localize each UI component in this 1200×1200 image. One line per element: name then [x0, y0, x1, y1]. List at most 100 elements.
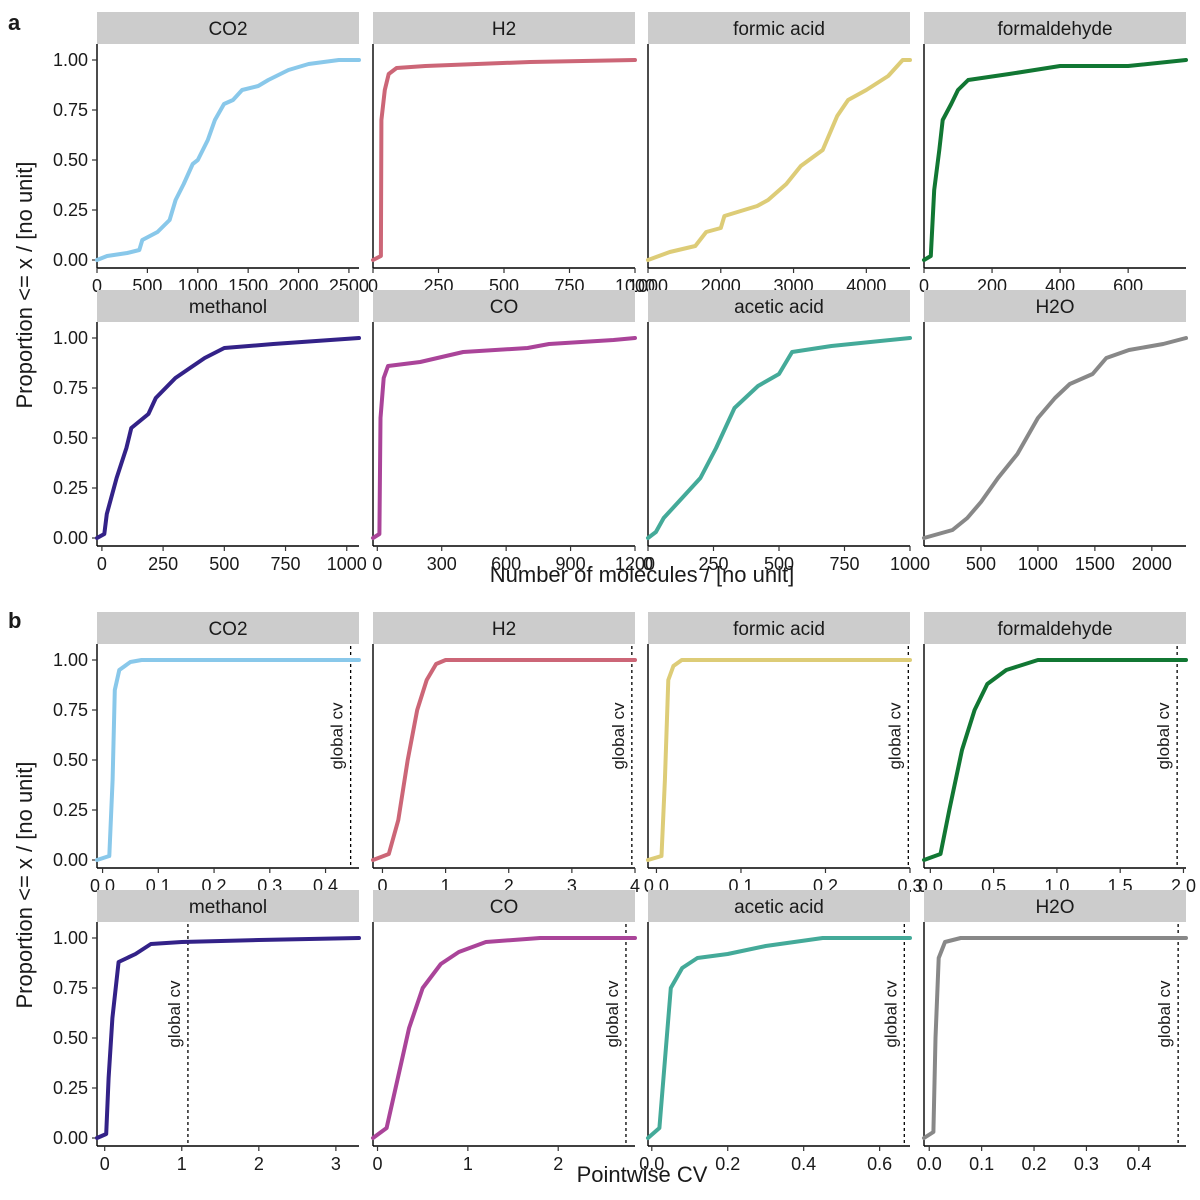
panel-a-co2-ecdf-line: [95, 58, 361, 262]
panel-a-co-x-tick-label: 900: [556, 554, 586, 574]
panel-a-co-strip: [373, 290, 635, 322]
panel-b-methanol-y-tick-label: 0.75: [53, 978, 88, 998]
panel-a-methanol-y-tick-label: 0.25: [53, 478, 88, 498]
panel-b-acetic-acid-x-tick-label: 0.6: [867, 1154, 892, 1174]
panel-b-acetic-acid-strip: [648, 890, 910, 922]
panel-a-h2o-x-tick-label: 1500: [1075, 554, 1115, 574]
panel-a-co-x-tick-label: 0: [372, 554, 382, 574]
panel-a-methanol-x-tick-label: 250: [148, 554, 178, 574]
panel-b-methanol-y-tick-label: 0.00: [53, 1128, 88, 1148]
panel-b-co2-y-tick-label: 1.00: [53, 650, 88, 670]
panel-b-letter: b: [8, 608, 21, 633]
panel-b-h2-x-tick-label: 3: [567, 876, 577, 896]
panel-a-methanol-x-tick-label: 500: [209, 554, 239, 574]
panel-b-formaldehyde-strip-label: formaldehyde: [997, 619, 1112, 640]
panel-a-acetic-acid-facet: acetic acid 0 250 500 750 1000: [643, 290, 930, 574]
panel-a-co-facet: CO 0 300 600 900 1200: [371, 290, 655, 574]
panel-b-formic-acid-global-cv-label: global cv: [885, 702, 904, 770]
panel-b-formic-acid-ecdf-line: [646, 658, 912, 862]
panel-a-methanol-facet: methanol 0.00 0.25 0.50 0.75 1.00 0 250 500 750 10…: [53, 290, 367, 574]
panel-b-co2-y-tick-label: 0.00: [53, 850, 88, 870]
x-axis-title-panel-a: Number of molecules / [no unit]: [490, 562, 794, 587]
panel-a-h2-strip-label: H2: [492, 19, 516, 40]
panel-b-h2-x-tick-label: 4: [630, 876, 640, 896]
panel-b-co-x-tick-label: 2: [553, 1154, 563, 1174]
panel-b-methanol-facet: methanol 0.00 0.25 0.50 0.75 1.00 0 1 2 3 global c…: [53, 890, 361, 1174]
panel-b-acetic-acid-x-tick-label: 0.4: [791, 1154, 816, 1174]
panel-b-co-facet: CO 0 1 2 global cv: [371, 890, 637, 1174]
panel-a-formic-acid-strip: [648, 12, 910, 44]
panel-a-methanol-y-tick-label: 1.00: [53, 328, 88, 348]
panel-b-formaldehyde-strip: [924, 612, 1186, 644]
panel-a-methanol-x-tick-label: 1000: [327, 554, 367, 574]
panel-b-acetic-acid-ecdf-line: [646, 936, 912, 1140]
panel-b-acetic-acid-strip-label: acetic acid: [734, 897, 824, 918]
panel-a-formaldehyde-x-tick-label: 0: [919, 276, 929, 296]
panel-a-acetic-acid-ecdf-line: [646, 336, 912, 540]
panel-a-acetic-acid-x-tick-label: 750: [829, 554, 859, 574]
panel-a-letter: a: [8, 10, 21, 35]
panel-b-formic-acid-strip-label: formic acid: [733, 619, 825, 640]
panel-b-h2-strip: [373, 612, 635, 644]
panel-b-methanol-x-tick-label: 3: [331, 1154, 341, 1174]
panel-a-acetic-acid-x-tick-label: 250: [698, 554, 728, 574]
panel-a-formaldehyde-ecdf-line: [922, 58, 1188, 262]
panel-b-h2-global-cv-label: global cv: [609, 702, 628, 770]
panel-b-acetic-acid-x-tick-label: 0.2: [715, 1154, 740, 1174]
x-axis-title-panel-b: Pointwise CV: [577, 1162, 708, 1187]
panel-a-acetic-acid-x-tick-label: 500: [764, 554, 794, 574]
panel-a-h2-facet: H20 250 500 750 1000: [368, 12, 655, 296]
panel-b-co-x-tick-label: 0: [373, 1154, 383, 1174]
panel-b-methanol-strip-label: methanol: [189, 897, 267, 918]
panel-a-h2o-ecdf-line: [922, 336, 1188, 540]
panel-b-methanol-x-tick-label: 0: [100, 1154, 110, 1174]
panel-a-co2-strip-label: CO2: [208, 19, 247, 40]
panel-a-co2-strip: [97, 12, 359, 44]
panel-a-h2o-strip-label: H2O: [1035, 297, 1074, 318]
panel-a-formic-acid-strip-label: formic acid: [733, 19, 825, 40]
panel-b-co-strip-label: CO: [490, 897, 519, 918]
panel-b-co2-y-tick-label: 0.75: [53, 700, 88, 720]
panel-b-acetic-acid-x-tick-label: 0.0: [639, 1154, 664, 1174]
panel-b-formic-acid-strip: [648, 612, 910, 644]
panel-b-methanol-y-tick-label: 0.25: [53, 1078, 88, 1098]
panel-a-co2-y-tick-label: 0.50: [53, 150, 88, 170]
panel-b-methanol-x-tick-label: 1: [177, 1154, 187, 1174]
panel-a-h2o-x-tick-label: 1000: [1018, 554, 1058, 574]
panel-a-formaldehyde-strip: [924, 12, 1186, 44]
panel-a-methanol-strip-label: methanol: [189, 297, 267, 318]
panel-b-h2-x-tick-label: 2: [504, 876, 514, 896]
panel-a-co2-x-tick-label: 0: [92, 276, 102, 296]
panel-a-methanol-y-tick-label: 0.00: [53, 528, 88, 548]
panel-b-h2o-ecdf-line: [922, 936, 1188, 1140]
panel-b-co-global-cv-label: global cv: [603, 980, 622, 1048]
panel-a-methanol-ecdf-line: [95, 336, 361, 540]
panel-a-acetic-acid-strip: [648, 290, 910, 322]
panel-b-h2o-x-tick-label: 0.2: [1022, 1154, 1047, 1174]
panel-b-h2-ecdf-line: [371, 658, 637, 862]
panel-b-co-ecdf-line: [371, 936, 637, 1140]
panel-a-methanol-x-tick-label: 750: [271, 554, 301, 574]
panel-a-co-ecdf-line: [371, 336, 637, 540]
panel-a-methanol-y-tick-label: 0.75: [53, 378, 88, 398]
panel-b-acetic-acid-global-cv-label: global cv: [881, 980, 900, 1048]
panel-b-methanol-y-tick-label: 0.50: [53, 1028, 88, 1048]
y-axis-title-panel-b: Proportion <= x / [no unit]: [12, 761, 37, 1008]
panel-b-h2o-x-tick-label: 0.1: [969, 1154, 994, 1174]
panel-b-h2o-strip-label: H2O: [1035, 897, 1074, 918]
panel-b-co-strip: [373, 890, 635, 922]
panel-b-methanol-strip: [97, 890, 359, 922]
panel-b-methanol-global-cv-label: global cv: [165, 980, 184, 1048]
panel-b-acetic-acid-facet: acetic acid 0.0 0.2 0.4 0.6 global cv: [639, 890, 912, 1174]
panel-a-h2o-strip: [924, 290, 1186, 322]
panel-a-formic-acid-ecdf-line: [646, 58, 912, 262]
panel-b-co2-global-cv-label: global cv: [328, 702, 347, 770]
panel-b-h2o-x-tick-label: 0.4: [1126, 1154, 1151, 1174]
